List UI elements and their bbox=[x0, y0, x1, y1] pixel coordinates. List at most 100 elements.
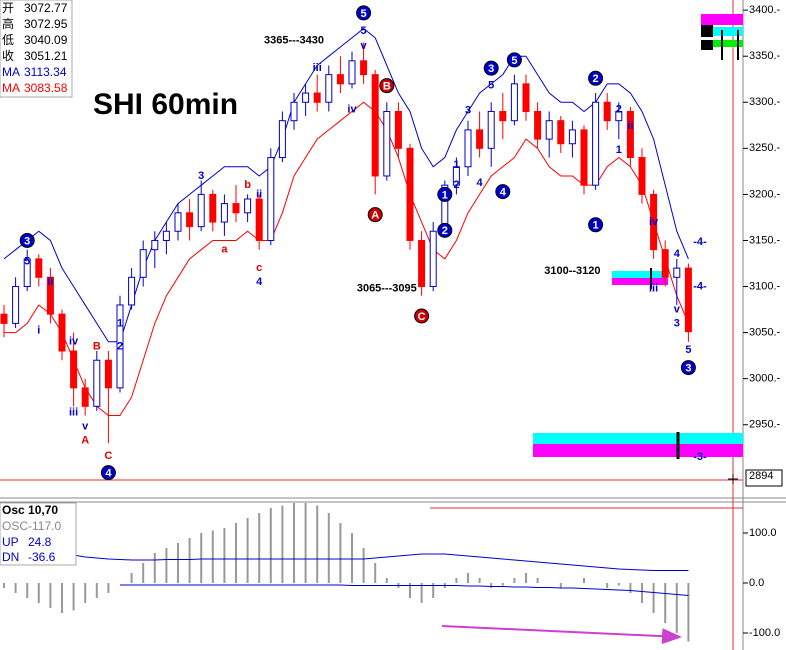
candle-body bbox=[673, 267, 681, 278]
wave-label: 2 bbox=[442, 225, 448, 237]
candle-body bbox=[360, 60, 368, 76]
wave-label: ii bbox=[47, 276, 53, 288]
wave-label: 1 bbox=[442, 189, 448, 201]
wave-badge bbox=[506, 52, 522, 68]
y-tick-label: 3350.- bbox=[749, 50, 781, 62]
candle-body bbox=[278, 120, 286, 159]
candle-body bbox=[348, 60, 356, 85]
info-label: 开 bbox=[2, 1, 14, 15]
info-label: MA bbox=[2, 81, 20, 95]
cursor bbox=[728, 474, 738, 484]
candle-body bbox=[0, 313, 8, 324]
wave-label: 4 bbox=[674, 248, 681, 260]
wave-label: v bbox=[82, 420, 89, 432]
info-value: 3072.77 bbox=[24, 1, 68, 15]
zone bbox=[612, 271, 668, 278]
wave-label: -4- bbox=[693, 280, 707, 292]
candle-body bbox=[70, 350, 78, 389]
y-tick-label: -100.0 bbox=[749, 627, 780, 639]
y-tick-label: 3400.- bbox=[749, 4, 781, 16]
wave-label: 1 bbox=[593, 220, 599, 232]
wave-label: iii bbox=[313, 62, 322, 74]
wave-label: iv bbox=[69, 336, 79, 348]
candle-body bbox=[522, 83, 530, 112]
wave-badge bbox=[437, 222, 453, 238]
candle-body bbox=[545, 120, 553, 140]
candle-body bbox=[650, 193, 658, 251]
candle-body bbox=[325, 74, 333, 103]
info-label: 低 bbox=[2, 33, 14, 47]
candle-body bbox=[290, 101, 298, 122]
candle-body bbox=[139, 249, 147, 278]
candle-body bbox=[23, 258, 31, 288]
wave-label: iv bbox=[347, 104, 357, 116]
wave-label: v bbox=[361, 40, 368, 52]
osc-line bbox=[3, 536, 689, 571]
wave-badge bbox=[588, 217, 604, 233]
target-zones bbox=[533, 14, 743, 459]
candle-body bbox=[209, 193, 217, 223]
wave-label: 5 bbox=[685, 344, 691, 356]
candle-body bbox=[383, 110, 391, 177]
wave-label: C bbox=[418, 311, 426, 323]
zone bbox=[533, 433, 743, 444]
candle-body bbox=[220, 203, 228, 223]
candle-body bbox=[429, 230, 437, 288]
candle-body bbox=[684, 267, 692, 333]
candle-body bbox=[661, 249, 669, 278]
candle-body bbox=[615, 110, 623, 122]
legend-value: -36.6 bbox=[28, 550, 56, 564]
wave-label: 3065---3095 bbox=[357, 282, 417, 294]
wave-label: iii bbox=[69, 407, 78, 419]
last-price-box bbox=[745, 469, 783, 487]
wave-label: iv bbox=[649, 216, 659, 228]
info: 开 3072.77 高 3072.95 低 3040.09 收 3051.21 MA 3113.3… bbox=[2, 1, 68, 95]
candle-body bbox=[232, 203, 240, 214]
candle-body bbox=[394, 110, 402, 149]
zone bbox=[701, 14, 743, 25]
y-tick-label: 2950.- bbox=[749, 419, 781, 431]
candle-body bbox=[267, 157, 275, 241]
osc-title: Osc 10,70 bbox=[2, 503, 58, 517]
wave-label: 3365---3430 bbox=[264, 34, 324, 46]
plot: 2950.-3000.-3050.-3100.-3150.-3200.-3250… bbox=[0, 4, 781, 642]
wave-label: 3 bbox=[488, 63, 494, 75]
candle-body bbox=[174, 212, 182, 232]
wave-label: -3- bbox=[693, 451, 707, 463]
zone bbox=[612, 278, 668, 285]
moving-average bbox=[4, 101, 689, 417]
info-box bbox=[0, 0, 73, 98]
candle-body bbox=[244, 198, 252, 214]
candle-body bbox=[93, 359, 101, 407]
y-tick-label: 3000.- bbox=[749, 373, 781, 385]
wave-badge bbox=[19, 232, 35, 248]
wave-badge bbox=[367, 207, 383, 223]
candle-body bbox=[638, 157, 646, 195]
y-tick-label: 3300.- bbox=[749, 96, 781, 108]
candle-body bbox=[128, 276, 136, 306]
candle-body bbox=[186, 212, 194, 228]
wave-badge bbox=[379, 78, 395, 94]
wave-label: ii bbox=[627, 120, 633, 132]
candle-body bbox=[313, 92, 321, 103]
candle-body bbox=[452, 166, 460, 186]
candle-body bbox=[46, 276, 54, 315]
candle-body bbox=[603, 101, 611, 122]
wave-label: 4 bbox=[477, 177, 484, 189]
last-price: 2894 bbox=[749, 470, 773, 482]
y-tick-label: 3200.- bbox=[749, 188, 781, 200]
wave-label: 3 bbox=[674, 317, 680, 329]
candle-body bbox=[626, 110, 634, 159]
zone bbox=[533, 444, 743, 457]
wave-label: 2 bbox=[593, 73, 599, 85]
candle-body bbox=[568, 129, 576, 145]
wave-label: B bbox=[93, 340, 101, 352]
candle-body bbox=[151, 239, 159, 251]
legend-box bbox=[0, 502, 77, 566]
wave-label: -4- bbox=[693, 236, 707, 248]
wave-label: 5 bbox=[488, 80, 494, 92]
wave-badge bbox=[100, 465, 116, 481]
candle-body bbox=[81, 387, 89, 407]
wave-label: i bbox=[37, 325, 40, 337]
